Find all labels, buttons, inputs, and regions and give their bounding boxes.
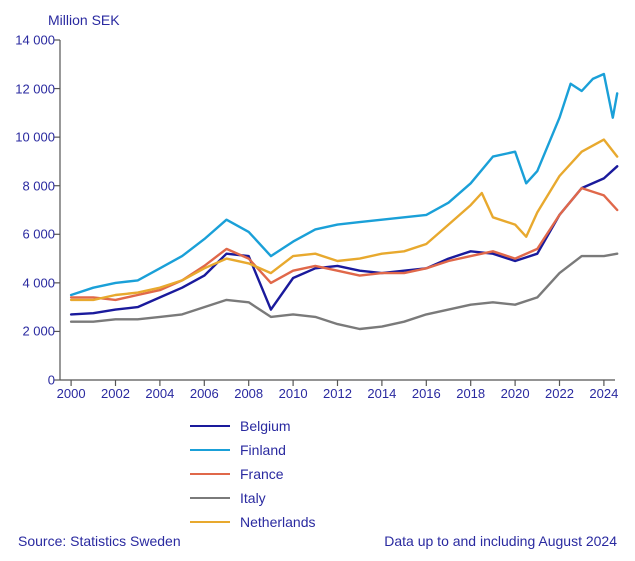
x-tick-label: 2010 bbox=[279, 386, 308, 401]
legend-swatch bbox=[190, 521, 230, 523]
legend-swatch bbox=[190, 449, 230, 451]
series-line bbox=[71, 74, 617, 295]
y-tick-label: 14 000 bbox=[0, 33, 55, 48]
y-tick-label: 8 000 bbox=[0, 178, 55, 193]
chart-container: Million SEK 0 2 000 4 000 6 000 8 000 10 000 1… bbox=[0, 0, 635, 561]
x-tick-label: 2002 bbox=[101, 386, 130, 401]
x-tick-label: 2016 bbox=[412, 386, 441, 401]
y-tick-label: 4 000 bbox=[0, 275, 55, 290]
y-tick-label: 6 000 bbox=[0, 227, 55, 242]
plot-svg bbox=[60, 40, 615, 380]
x-tick-label: 2014 bbox=[367, 386, 396, 401]
legend-label: Italy bbox=[240, 490, 266, 506]
legend-swatch bbox=[190, 425, 230, 427]
legend-row: Belgium bbox=[190, 414, 316, 438]
x-tick-label: 2008 bbox=[234, 386, 263, 401]
plot-area bbox=[60, 40, 615, 380]
date-range-text: Data up to and including August 2024 bbox=[384, 533, 617, 549]
legend-row: Finland bbox=[190, 438, 316, 462]
x-tick-label: 2018 bbox=[456, 386, 485, 401]
x-tick-label: 2012 bbox=[323, 386, 352, 401]
legend-swatch bbox=[190, 473, 230, 475]
legend-label: Belgium bbox=[240, 418, 291, 434]
source-text: Source: Statistics Sweden bbox=[18, 533, 181, 549]
legend-label: France bbox=[240, 466, 284, 482]
series-line bbox=[71, 188, 617, 300]
x-tick-label: 2000 bbox=[57, 386, 86, 401]
y-tick-label: 12 000 bbox=[0, 81, 55, 96]
legend-label: Finland bbox=[240, 442, 286, 458]
legend-label: Netherlands bbox=[240, 514, 316, 530]
x-tick-label: 2006 bbox=[190, 386, 219, 401]
y-tick-label: 2 000 bbox=[0, 324, 55, 339]
y-axis-title: Million SEK bbox=[48, 12, 120, 28]
y-tick-label: 10 000 bbox=[0, 130, 55, 145]
legend-row: Italy bbox=[190, 486, 316, 510]
x-tick-label: 2022 bbox=[545, 386, 574, 401]
x-tick-label: 2020 bbox=[501, 386, 530, 401]
legend-row: France bbox=[190, 462, 316, 486]
legend-swatch bbox=[190, 497, 230, 499]
legend-row: Netherlands bbox=[190, 510, 316, 534]
x-tick-label: 2024 bbox=[589, 386, 618, 401]
y-tick-label: 0 bbox=[0, 373, 55, 388]
x-tick-label: 2004 bbox=[145, 386, 174, 401]
legend: Belgium Finland France Italy Netherlands bbox=[190, 414, 316, 534]
series-line bbox=[71, 140, 617, 300]
